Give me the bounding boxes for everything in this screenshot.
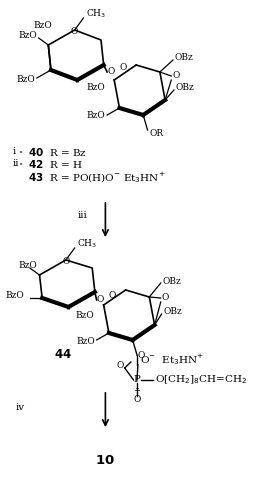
Text: CH$_3$: CH$_3$ — [86, 8, 106, 20]
Text: $\mathbf{10}$: $\mathbf{10}$ — [95, 453, 115, 467]
Text: i: i — [12, 148, 15, 156]
Text: P: P — [133, 375, 140, 385]
Text: OR: OR — [149, 129, 163, 137]
Text: O: O — [119, 63, 126, 73]
Text: OBz: OBz — [175, 83, 194, 93]
Text: CH$_3$: CH$_3$ — [77, 238, 97, 250]
Text: O: O — [116, 361, 123, 371]
Text: $\mathbf{40}$  R = Bz: $\mathbf{40}$ R = Bz — [28, 146, 87, 158]
Text: BzO: BzO — [75, 311, 94, 319]
Text: BzO: BzO — [18, 261, 37, 269]
Text: O[CH$_2$]$_8$CH=CH$_2$: O[CH$_2$]$_8$CH=CH$_2$ — [154, 374, 246, 386]
Text: O: O — [171, 72, 179, 80]
Text: O$^{-}$  Et$_3$HN$^{+}$: O$^{-}$ Et$_3$HN$^{+}$ — [139, 353, 203, 368]
Text: OBz: OBz — [174, 54, 193, 62]
Text: $\mathbf{43}$  R = PO(H)O$^{-}$ Et$_3$HN$^{+}$: $\mathbf{43}$ R = PO(H)O$^{-}$ Et$_3$HN$… — [28, 170, 165, 186]
Text: OBz: OBz — [163, 307, 181, 317]
Text: iv: iv — [16, 404, 25, 412]
Text: O: O — [62, 258, 69, 266]
Text: ii: ii — [12, 160, 19, 169]
Text: BzO: BzO — [76, 337, 94, 346]
Text: O: O — [71, 27, 78, 37]
Text: O: O — [133, 395, 140, 405]
Text: O: O — [96, 296, 104, 304]
Text: BzO: BzO — [16, 75, 35, 85]
Text: O: O — [108, 291, 116, 300]
Text: BzO: BzO — [6, 291, 24, 300]
Text: BzO: BzO — [86, 112, 105, 120]
Text: O: O — [137, 351, 145, 359]
Text: $\mathbf{42}$  R = H: $\mathbf{42}$ R = H — [28, 158, 82, 170]
Text: O: O — [107, 68, 114, 76]
Text: BzO: BzO — [33, 20, 52, 30]
Text: BzO: BzO — [18, 32, 37, 40]
Text: BzO: BzO — [86, 83, 105, 93]
Text: O: O — [161, 294, 168, 302]
Text: $\mathbf{44}$: $\mathbf{44}$ — [54, 349, 72, 361]
Text: iii: iii — [77, 210, 87, 220]
Text: OBz: OBz — [162, 277, 181, 285]
